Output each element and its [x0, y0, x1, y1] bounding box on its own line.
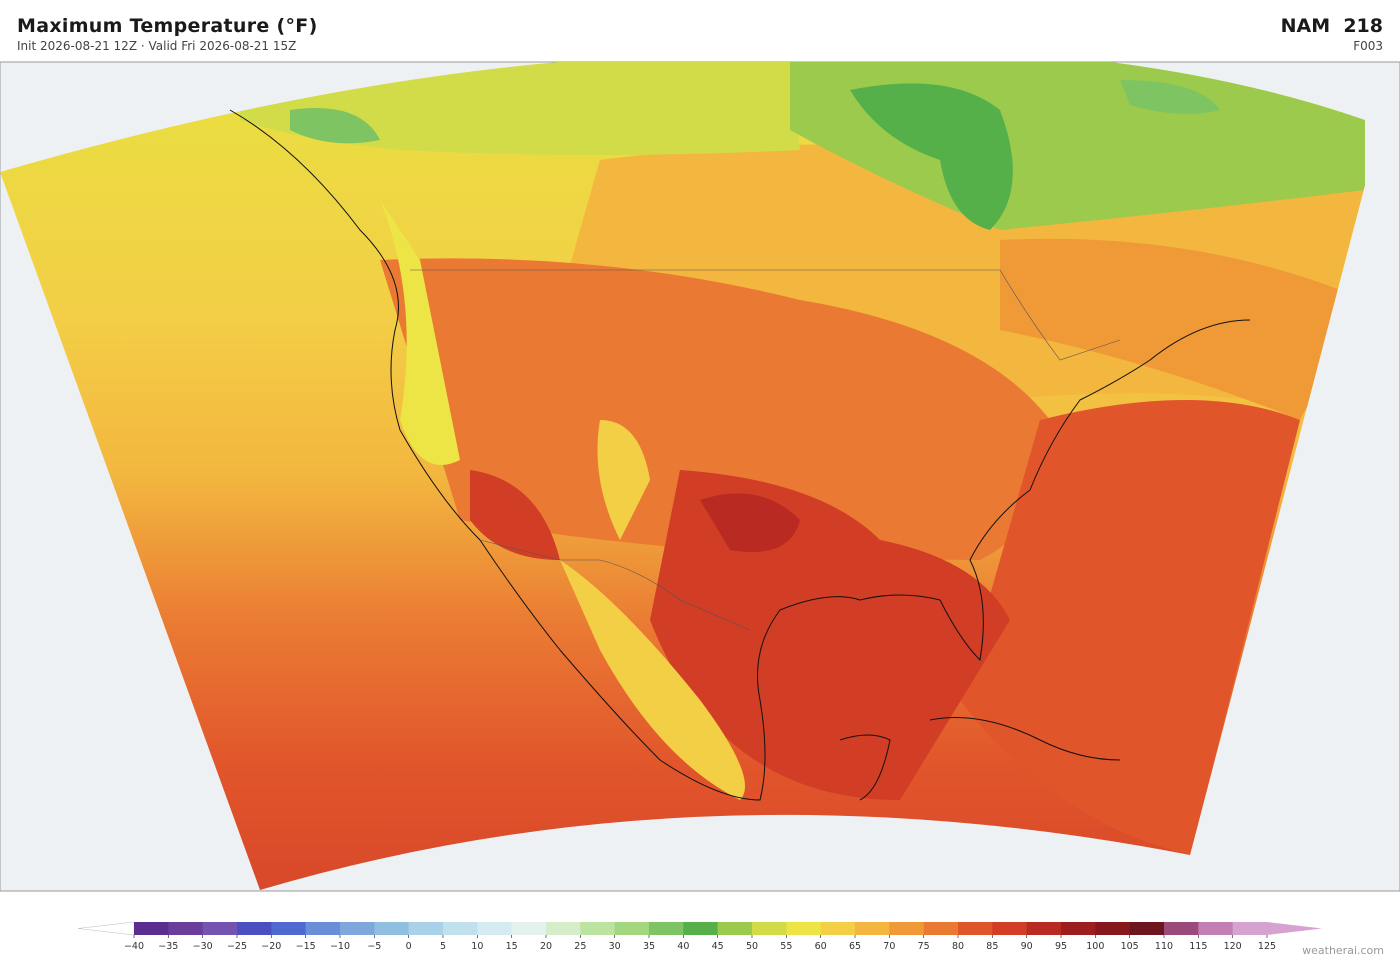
colorbar-segment	[340, 922, 375, 935]
colorbar-segment	[511, 922, 547, 935]
colorbar-tick-label: 85	[986, 941, 998, 952]
colorbar-segment	[855, 922, 890, 935]
colorbar-segment	[374, 922, 409, 935]
colorbar-segment	[958, 922, 993, 935]
colorbar-tick-label: 20	[540, 941, 552, 952]
colorbar-segment	[546, 922, 581, 935]
colorbar-tick-label: 15	[506, 941, 518, 952]
colorbar-tick-label: −5	[367, 941, 381, 952]
run-times: Init 2026-08-21 12Z · Valid Fri 2026-08-…	[17, 39, 297, 53]
colorbar-segment	[443, 922, 478, 935]
colorbar-segment	[1198, 922, 1233, 935]
colorbar-tick-label: 90	[1021, 941, 1033, 952]
colorbar-tick-label: 55	[780, 941, 792, 952]
colorbar-tick-label: −20	[261, 941, 281, 952]
colorbar-tick-label: −30	[193, 941, 213, 952]
colorbar-tick-label: −15	[296, 941, 316, 952]
colorbar-segment	[202, 922, 238, 935]
colorbar-tick-label: 125	[1258, 941, 1276, 952]
colorbar-segment	[992, 922, 1027, 935]
colorbar-segment	[477, 922, 512, 935]
colorbar-segment	[271, 922, 306, 935]
colorbar-segment	[717, 922, 753, 935]
colorbar-tick-label: 35	[643, 941, 655, 952]
colorbar-tick-label: 0	[406, 941, 412, 952]
colorbar-tick-label: −25	[227, 941, 247, 952]
colorbar-tick-label: 70	[883, 941, 895, 952]
colorbar-tick-label: 110	[1155, 941, 1173, 952]
colorbar-tick-label: 100	[1086, 941, 1104, 952]
colorbar-segment	[820, 922, 856, 935]
colorbar-segment	[1095, 922, 1130, 935]
colorbar-tick-label: 45	[712, 941, 724, 952]
colorbar-tick-label: 60	[815, 941, 827, 952]
colorbar-tick-label: 95	[1055, 941, 1067, 952]
colorbar-tick-label: 75	[918, 941, 930, 952]
colorbar-segment	[752, 922, 787, 935]
colorbar-segment	[649, 922, 684, 935]
colorbar-tick-label: 40	[677, 941, 689, 952]
colorbar-segment	[1164, 922, 1199, 935]
colorbar-segment	[614, 922, 650, 935]
colorbar-tick-label: 10	[471, 941, 483, 952]
colorbar-segment	[923, 922, 959, 935]
temperature-field	[0, 62, 1365, 890]
colorbar-tick-label: 115	[1189, 941, 1207, 952]
colorbar-tick-label: 120	[1224, 941, 1242, 952]
colorbar-segment	[1061, 922, 1096, 935]
colorbar-tick-label: −40	[124, 941, 144, 952]
colorbar-segment	[1026, 922, 1062, 935]
colorbar-segment	[786, 922, 821, 935]
colorbar-segment	[168, 922, 203, 935]
colorbar-segment	[1232, 922, 1268, 935]
model-name: NAM 218	[1280, 15, 1383, 37]
colorbar-tick-label: 105	[1121, 941, 1139, 952]
colorbar-segment	[889, 922, 924, 935]
colorbar-under	[77, 921, 135, 936]
coastlines	[229, 109, 1251, 801]
colorbar-segment	[683, 922, 718, 935]
colorbar-tick-label: 80	[952, 941, 964, 952]
colorbar-tick-label: 30	[609, 941, 621, 952]
colorbar-over	[1267, 922, 1322, 935]
borders	[410, 269, 1121, 631]
colorbar-segment	[1129, 922, 1165, 935]
colorbar-tick-label: 65	[849, 941, 861, 952]
colorbar-segment	[305, 922, 341, 935]
colorbar-tick-label: −35	[158, 941, 178, 952]
colorbar-tick-label: 5	[440, 941, 446, 952]
colorbar-segment	[237, 922, 272, 935]
forecast-hour: F003	[1353, 39, 1383, 53]
colorbar-segment	[408, 922, 444, 935]
colorbar-tick-label: 50	[746, 941, 758, 952]
brand: weatherai.com	[1302, 944, 1384, 957]
colorbar-segment	[580, 922, 615, 935]
colorbar-tick-label: −10	[330, 941, 350, 952]
colorbar-tick-label: 25	[574, 941, 586, 952]
colorbar-segment	[134, 922, 169, 935]
map-title: Maximum Temperature (°F)	[17, 15, 318, 37]
